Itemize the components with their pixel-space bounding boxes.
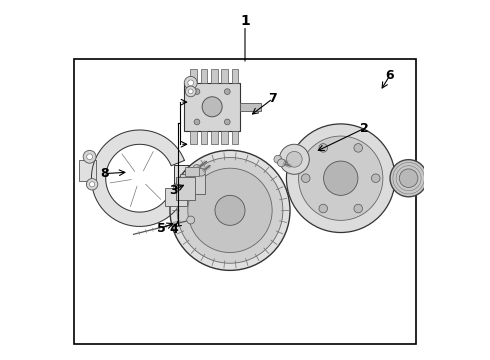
Bar bbox=[221, 131, 228, 144]
Bar bbox=[200, 69, 207, 83]
Circle shape bbox=[202, 97, 222, 117]
Circle shape bbox=[390, 159, 427, 197]
Text: 6: 6 bbox=[385, 69, 394, 82]
FancyBboxPatch shape bbox=[165, 188, 188, 206]
Circle shape bbox=[187, 216, 195, 224]
Circle shape bbox=[274, 156, 282, 163]
Circle shape bbox=[188, 80, 194, 86]
Circle shape bbox=[277, 159, 285, 167]
Polygon shape bbox=[92, 130, 184, 226]
Circle shape bbox=[86, 179, 98, 190]
Circle shape bbox=[215, 195, 245, 225]
Circle shape bbox=[184, 76, 197, 89]
Circle shape bbox=[90, 182, 95, 187]
Circle shape bbox=[323, 161, 358, 195]
Circle shape bbox=[193, 165, 201, 172]
Circle shape bbox=[177, 157, 283, 263]
FancyBboxPatch shape bbox=[79, 160, 96, 181]
FancyBboxPatch shape bbox=[176, 177, 196, 200]
Circle shape bbox=[188, 168, 272, 252]
Bar bbox=[221, 69, 228, 83]
FancyBboxPatch shape bbox=[185, 167, 199, 176]
Bar bbox=[211, 69, 218, 83]
Bar bbox=[190, 131, 197, 144]
Text: 5: 5 bbox=[157, 222, 166, 235]
Bar bbox=[173, 184, 180, 189]
Circle shape bbox=[194, 89, 200, 94]
Bar bbox=[74, 59, 416, 344]
Circle shape bbox=[188, 89, 193, 94]
Text: 8: 8 bbox=[100, 167, 109, 180]
Bar bbox=[190, 69, 197, 83]
Bar bbox=[173, 165, 189, 192]
Circle shape bbox=[87, 154, 93, 160]
Circle shape bbox=[83, 150, 96, 163]
Circle shape bbox=[319, 144, 327, 152]
Circle shape bbox=[354, 144, 363, 152]
Circle shape bbox=[319, 204, 327, 213]
Bar bbox=[184, 83, 240, 131]
Circle shape bbox=[371, 174, 380, 183]
Circle shape bbox=[287, 124, 395, 233]
Circle shape bbox=[197, 168, 205, 176]
Circle shape bbox=[224, 119, 230, 125]
Circle shape bbox=[287, 152, 302, 167]
Bar bbox=[232, 131, 239, 144]
Text: 1: 1 bbox=[240, 14, 250, 28]
Circle shape bbox=[224, 89, 230, 94]
Circle shape bbox=[301, 174, 310, 183]
Circle shape bbox=[298, 136, 383, 220]
Circle shape bbox=[185, 86, 196, 97]
FancyBboxPatch shape bbox=[180, 174, 205, 194]
Bar bbox=[240, 103, 261, 111]
Text: 2: 2 bbox=[360, 122, 369, 135]
Circle shape bbox=[279, 144, 309, 174]
Circle shape bbox=[354, 204, 363, 213]
Bar bbox=[200, 131, 207, 144]
Text: 4: 4 bbox=[170, 223, 179, 236]
Bar bbox=[211, 131, 218, 144]
Text: 7: 7 bbox=[269, 92, 277, 105]
Circle shape bbox=[399, 169, 418, 188]
Bar bbox=[232, 69, 239, 83]
Circle shape bbox=[194, 119, 200, 125]
Circle shape bbox=[425, 172, 437, 184]
Text: 3: 3 bbox=[169, 184, 178, 197]
Circle shape bbox=[170, 150, 290, 270]
